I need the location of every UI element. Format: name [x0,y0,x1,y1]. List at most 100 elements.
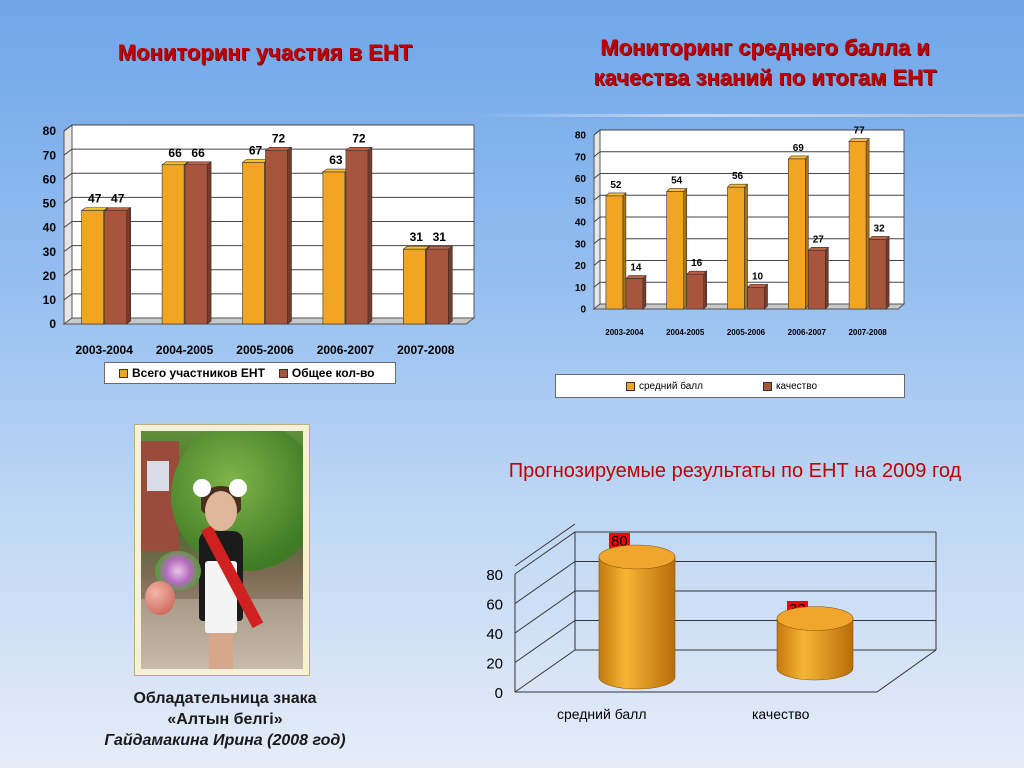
caption-line3: Гайдамакина Ирина (2008 год) [104,732,346,749]
forecast-gridline [514,590,936,634]
participation-gridline-side [63,245,73,253]
student-photo [141,431,303,669]
forecast-ytick: 40 [486,626,503,643]
score-bar [625,278,644,310]
participation-gridline-side [63,269,73,277]
score-xtick: 2004-2005 [666,328,705,337]
forecast-cylinder [598,544,676,690]
title-right-line1: Мониторинг среднего балла и [600,35,930,60]
score-data-label: 77 [854,126,866,137]
participation-xtick: 2005-2006 [236,343,294,357]
participation-bar [81,210,104,325]
title-average-score: Мониторинг среднего балла и качества зна… [520,33,1010,93]
legend-label-total: Всего участников ЕНТ [132,366,265,380]
participation-ytick: 40 [43,221,57,235]
score-gridline-side [593,260,601,266]
participation-bar [184,164,208,325]
forecast-category-quality: качество [752,706,810,722]
participation-xtick: 2007-2008 [397,343,455,357]
legend-swatch-brown-2 [762,381,772,391]
score-data-label: 54 [671,176,683,187]
score-data-label: 32 [874,223,886,234]
participation-ytick: 70 [43,148,57,162]
score-data-label: 16 [691,258,703,269]
score-gridline-side [593,129,601,136]
participation-bar [104,210,127,325]
score-gridline-side [593,216,601,223]
score-ytick: 30 [575,239,587,250]
participation-gridline-side [63,172,73,180]
score-data-label: 10 [752,271,764,282]
score-ytick: 50 [575,196,587,207]
score-xtick: 2007-2008 [848,328,887,337]
legend-swatch-orange [119,368,128,378]
score-bar [605,195,624,310]
participation-ytick: 80 [43,124,57,138]
forecast-cylinder-body [776,618,854,681]
legend-item-quality: качество [762,381,817,392]
participation-data-label: 31 [433,230,447,244]
score-bar [727,186,745,310]
header-divider [470,114,1024,117]
score-gridline-side [593,281,601,288]
participation-ytick: 30 [43,245,57,259]
score-ytick: 70 [575,152,587,163]
score-data-label: 14 [630,263,642,274]
participation-gridline-side [63,221,73,228]
score-bar [868,239,887,310]
score-xtick: 2003-2004 [605,328,644,337]
forecast-title: Прогнозируемые результаты по ЕНТ на 2009… [508,460,962,482]
legend-item-avg: средний балл [626,381,703,392]
forecast-gridline [514,649,936,693]
participation-ytick: 60 [43,172,57,186]
score-xtick: 2005-2006 [727,328,766,337]
forecast-category-avg: средний балл [557,706,647,722]
score-data-label: 56 [732,171,744,182]
score-bar [666,191,685,310]
forecast-gridline [514,620,936,663]
participation-data-label: 47 [111,192,125,206]
forecast-gridline [514,561,936,604]
score-ytick: 60 [575,174,587,185]
participation-gridline-side [63,124,73,132]
title-participation: Мониторинг участия в ЕНТ [117,40,413,65]
forecast-ytick: 60 [486,597,503,614]
forecast-ytick: 0 [495,685,503,702]
score-data-label: 27 [813,234,825,245]
forecast-cylinder [776,606,854,681]
forecast-cylinder-body [598,556,676,690]
participation-ytick: 0 [49,317,56,331]
score-ytick: 10 [575,283,587,294]
participation-plot: 0 10 20 30 40 50 60 70 80 47 47 2003-2004 66 66 2004-2… [43,124,476,357]
caption-line2: «Алтын белгі» [167,711,283,728]
score-ytick: 80 [575,131,587,142]
participation-ytick: 50 [43,197,57,211]
participation-bar [322,171,346,325]
participation-data-label: 72 [272,131,286,145]
legend-label-common: Общее кол-во [291,366,375,380]
participation-xtick: 2003-2004 [76,343,134,357]
legend-item-common: Общее кол-во [278,366,375,380]
participation-bar [425,248,449,325]
participation-gridline-side [63,148,73,156]
score-ytick: 20 [575,261,587,272]
student-photo-frame [134,424,310,676]
participation-data-label: 67 [249,143,263,157]
participation-data-label: 63 [329,153,343,167]
participation-legend: Всего участников ЕНТ Общее кол-во [104,362,396,384]
legend-label-avg: средний балл [639,380,703,392]
legend-swatch-orange-2 [626,381,635,391]
participation-xtick: 2004-2005 [156,343,214,357]
score-gridline-side [593,238,601,245]
score-gridline-side [593,173,601,179]
legend-swatch-brown [278,368,288,378]
score-bar [807,249,826,310]
participation-data-label: 66 [168,146,182,160]
participation-data-label: 31 [410,230,424,244]
score-xtick: 2006-2007 [788,328,827,337]
participation-xtick: 2006-2007 [317,343,375,357]
participation-bar [161,164,185,325]
